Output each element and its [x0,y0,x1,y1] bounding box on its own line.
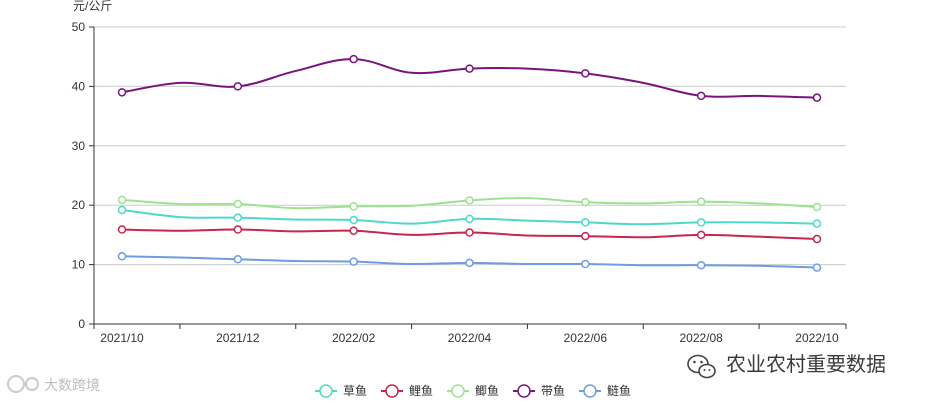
watermark-logo-icon [7,375,39,393]
watermark-left-text: 大数跨境 [44,378,100,394]
data-point[interactable] [812,263,822,272]
y-tick-label: 30 [72,139,86,153]
data-point[interactable] [117,195,127,205]
data-point[interactable] [233,225,243,234]
x-tick-label: 2021/10 [100,331,144,345]
watermark-right-text: 农业农村重要数据 [726,352,886,376]
legend-swatch-marker [583,384,597,398]
series-3 [117,195,822,212]
series-5 [117,252,822,272]
data-point[interactable] [696,260,706,270]
legend-label: 鲫鱼 [475,384,499,398]
x-tick-label: 2022/08 [679,331,723,345]
wechat-icon [687,354,716,379]
data-point[interactable] [117,88,127,97]
data-point[interactable] [581,231,590,241]
data-point[interactable] [233,82,243,91]
data-point[interactable] [812,93,822,102]
data-point[interactable] [117,205,127,215]
legend-swatch-marker [319,384,333,398]
data-point[interactable] [696,218,706,227]
data-point[interactable] [465,214,474,224]
data-point[interactable] [581,259,590,269]
data-point[interactable] [349,54,358,64]
data-point[interactable] [581,218,590,227]
series-2 [117,225,822,244]
data-point[interactable] [465,258,474,268]
x-tick-label: 2022/10 [795,331,839,345]
watermark-right: 农业农村重要数据 [687,352,886,379]
watermark-left: 大数跨境 [7,375,100,394]
legend-label: 鲢鱼 [607,383,631,398]
legend-label: 带鱼 [541,384,565,398]
legend-label: 草鱼 [343,384,367,398]
series-1 [117,205,822,228]
data-point[interactable] [581,69,590,78]
data-point[interactable] [233,255,243,264]
axes: 0 10 20 30 40 50 2021/10 2021/12 2022/02 2022/04 2… [72,20,847,345]
data-point[interactable] [349,226,358,235]
y-tick-label: 40 [72,79,86,93]
legend-item[interactable]: 鲢鱼 [579,383,631,398]
data-point[interactable] [465,196,474,205]
data-point[interactable] [696,230,706,240]
data-point[interactable] [117,225,127,234]
x-tick-label: 2022/02 [332,331,376,345]
y-tick-label: 20 [72,198,86,212]
legend-swatch-marker [517,384,531,398]
legend-swatch-marker [451,384,465,398]
data-point[interactable] [349,202,358,211]
legend-item[interactable]: 鲤鱼 [381,384,433,398]
data-point[interactable] [812,234,822,244]
series-4 [117,54,822,102]
legend[interactable]: 草鱼 鲤鱼 鲫鱼 带鱼 鲢鱼 [315,383,631,398]
data-point[interactable] [349,215,358,225]
legend-item[interactable]: 带鱼 [513,384,565,398]
y-tick-label: 10 [72,258,86,272]
data-point[interactable] [117,252,127,261]
y-axis-unit-label: 元/公斤 [73,0,112,13]
data-point[interactable] [233,199,243,209]
data-point[interactable] [465,64,474,73]
y-tick-label: 50 [72,20,86,34]
x-tick-label: 2021/12 [216,331,260,345]
data-point[interactable] [581,197,590,207]
data-point[interactable] [696,197,706,206]
data-point[interactable] [812,202,822,212]
data-point[interactable] [465,228,474,237]
legend-item[interactable]: 草鱼 [315,384,367,398]
x-tick-label: 2022/06 [564,331,608,345]
data-point[interactable] [696,91,706,101]
x-tick-label: 2022/04 [448,331,492,345]
data-point[interactable] [349,257,358,266]
legend-item[interactable]: 鲫鱼 [447,384,499,398]
y-tick-label: 0 [78,317,85,331]
series-lines [117,54,822,272]
legend-swatch-marker [385,384,399,398]
legend-label: 鲤鱼 [409,384,433,398]
data-point[interactable] [812,219,822,228]
data-point[interactable] [233,213,243,222]
